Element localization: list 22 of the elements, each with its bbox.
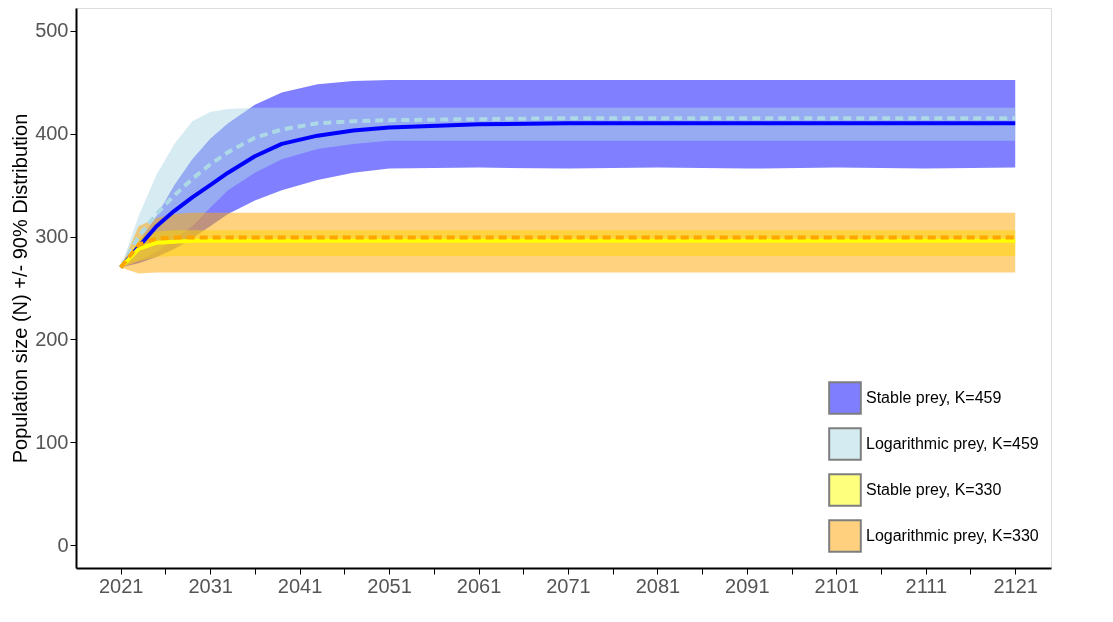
y-axis-title: Population size (N) +/- 90% Distribution <box>9 113 32 464</box>
legend-label: Logarithmic prey, K=459 <box>866 435 1039 452</box>
legend-label: Logarithmic prey, K=330 <box>866 527 1039 544</box>
x-tick-label: 2071 <box>546 574 591 597</box>
x-tick-label: 2021 <box>98 574 144 597</box>
y-tick-label: 100 <box>35 430 69 453</box>
x-tick-label: 2051 <box>367 574 412 597</box>
x-tick-label: 2041 <box>277 574 323 597</box>
legend-label: Stable prey, K=459 <box>866 389 1002 406</box>
y-tick-label: 200 <box>35 327 69 350</box>
x-tick-label: 2101 <box>814 574 860 597</box>
legend-label: Stable prey, K=330 <box>866 481 1002 498</box>
x-tick-label: 2111 <box>905 574 948 597</box>
x-tick-label: 2031 <box>188 574 233 597</box>
y-tick-label: 500 <box>35 19 69 42</box>
y-tick-label: 400 <box>35 122 69 145</box>
y-tick-label: 300 <box>35 225 69 248</box>
x-tick-label: 2061 <box>456 574 502 597</box>
x-tick-label: 2091 <box>725 574 770 597</box>
y-tick-label: 0 <box>57 533 69 556</box>
x-tick-label: 2121 <box>993 574 1038 597</box>
x-tick-label: 2081 <box>635 574 681 597</box>
